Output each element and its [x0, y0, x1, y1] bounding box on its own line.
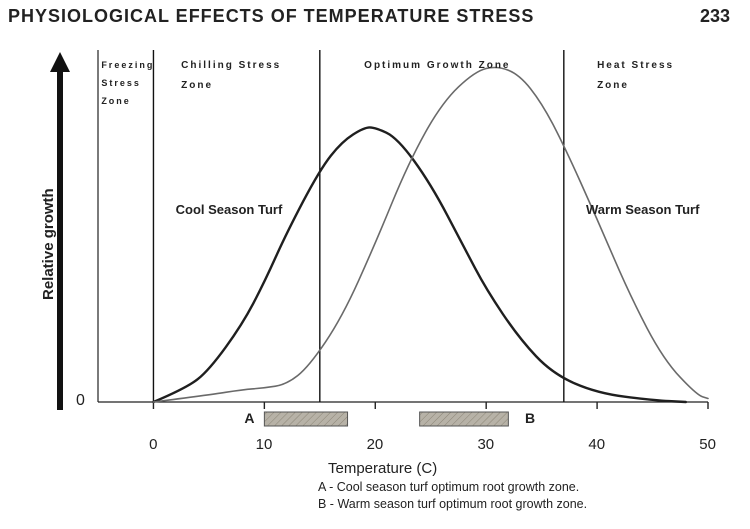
root-zone-annotation-A: A — [244, 410, 254, 426]
zone-label-0-line-0: Freezing — [101, 60, 154, 70]
root-zone-bar-B — [420, 412, 509, 426]
y-axis-zero-label: 0 — [76, 392, 85, 410]
curve-label-0: Cool Season Turf — [176, 202, 283, 217]
root-zone-bar-A — [264, 412, 347, 426]
legend-line-1: B - Warm season turf optimum root growth… — [318, 497, 587, 511]
x-axis-label: Temperature (C) — [328, 460, 437, 477]
zone-label-0-line-2: Zone — [101, 96, 131, 106]
curve-label-1: Warm Season Turf — [586, 202, 699, 217]
zone-label-3-line-1: Zone — [597, 80, 629, 91]
zone-label-1-line-0: Chilling Stress — [181, 60, 281, 71]
page-title: PHYSIOLOGICAL EFFECTS OF TEMPERATURE STR… — [8, 6, 534, 27]
page-number: 233 — [700, 6, 730, 27]
root-zone-annotation-B: B — [525, 410, 535, 426]
x-tick-label: 10 — [256, 436, 273, 453]
y-axis-arrow-head — [50, 52, 70, 72]
x-tick-label: 20 — [367, 436, 384, 453]
curve-warm_season_turf — [153, 67, 708, 402]
zone-label-3-line-0: Heat Stress — [597, 60, 674, 71]
zone-label-2-line-0: Optimum Growth Zone — [364, 60, 510, 71]
x-tick-label: 30 — [477, 436, 494, 453]
zone-label-0-line-1: Stress — [101, 78, 141, 88]
y-axis-label: Relative growth — [40, 188, 57, 300]
x-tick-label: 0 — [149, 436, 157, 453]
legend-line-0: A - Cool season turf optimum root growth… — [318, 480, 579, 494]
zone-label-1-line-1: Zone — [181, 80, 213, 91]
x-tick-label: 40 — [588, 436, 605, 453]
curve-cool_season_turf — [153, 127, 685, 402]
x-tick-label: 50 — [699, 436, 716, 453]
